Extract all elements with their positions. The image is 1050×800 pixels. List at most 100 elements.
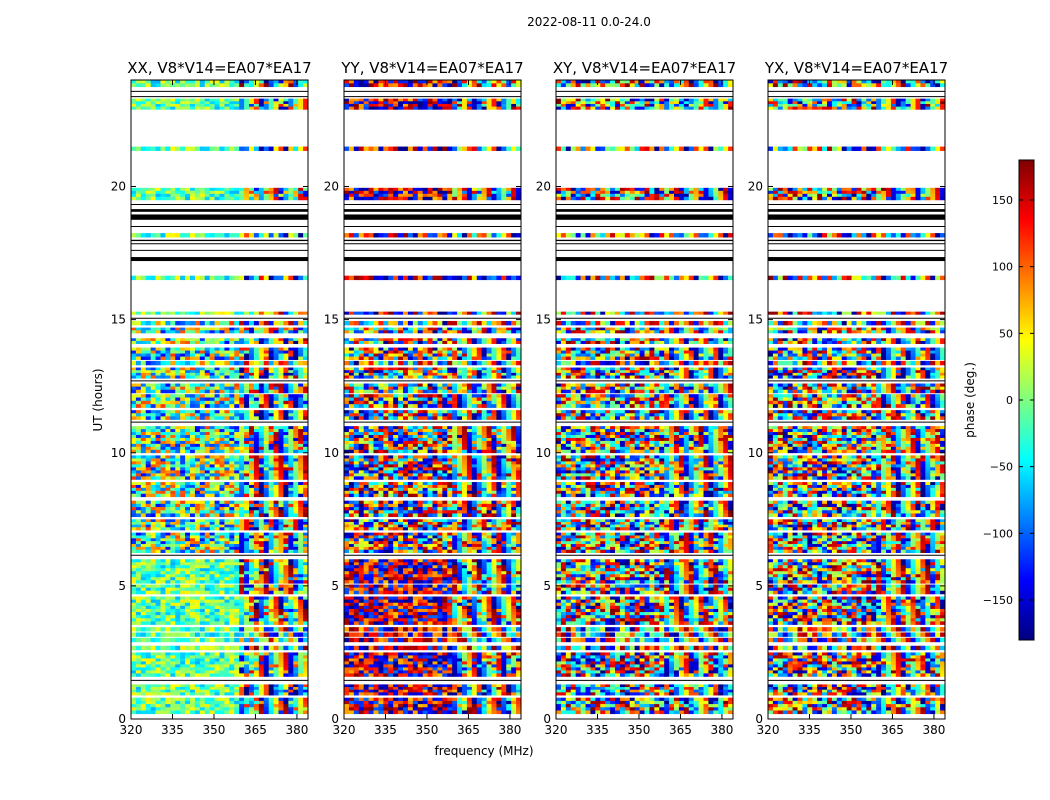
phase-cell: [249, 568, 255, 572]
phase-cell: [214, 632, 220, 637]
phase-cell: [199, 664, 206, 668]
phase-cell: [471, 652, 478, 656]
phase-cell: [160, 605, 166, 610]
phase-cell: [204, 577, 211, 581]
phase-cell: [506, 664, 512, 668]
phase-cell: [135, 568, 142, 572]
phase-cell: [185, 320, 191, 326]
phase-cell: [506, 687, 512, 691]
phase-cell: [293, 689, 299, 693]
phase-cell: [373, 687, 379, 691]
phase-cell: [273, 410, 279, 414]
phase-cell: [283, 193, 289, 198]
phase-cell: [160, 467, 166, 471]
phase-cell: [219, 521, 225, 526]
phase-cell: [190, 510, 196, 514]
phase-cell: [273, 710, 279, 715]
phase-cell: [180, 615, 186, 619]
phase-cell: [263, 562, 270, 566]
phase-cell: [135, 440, 142, 445]
phase-cell: [160, 658, 166, 662]
phase-cell: [190, 704, 196, 708]
phase-cell: [204, 353, 211, 357]
phase-cell: [481, 637, 487, 643]
phase-cell: [298, 535, 304, 539]
phase-cell: [224, 710, 230, 715]
phase-cell: [298, 599, 304, 604]
phase-cell: [298, 562, 304, 566]
phase-cell: [303, 400, 308, 405]
phase-cell: [170, 664, 176, 668]
phase-cell: [303, 106, 308, 110]
phase-cell: [209, 98, 215, 102]
phase-cell: [214, 541, 220, 545]
phase-cell: [131, 524, 137, 528]
phase-cell: [229, 710, 235, 715]
phase-cell: [199, 544, 206, 548]
phase-cell: [204, 670, 211, 674]
phase-cell: [229, 596, 235, 601]
phase-cell: [170, 658, 176, 662]
phase-cell: [303, 375, 308, 379]
phase-cell: [199, 632, 206, 637]
phase-cell: [170, 146, 176, 151]
phase-cell: [253, 493, 260, 498]
phase-cell: [199, 372, 206, 376]
phase-cell: [288, 356, 294, 360]
phase-cell: [393, 710, 399, 715]
phase-cell: [249, 621, 255, 625]
phase-cell: [298, 187, 304, 192]
phase-cell: [190, 655, 196, 659]
phase-cell: [229, 559, 235, 563]
phase-cell: [288, 106, 294, 110]
phase-cell: [432, 673, 438, 677]
phase-cell: [140, 367, 147, 371]
phase-cell: [303, 416, 308, 420]
phase-cell: [234, 98, 240, 102]
phase-cell: [219, 394, 225, 398]
phase-cell: [249, 700, 255, 705]
phase-cell: [298, 652, 304, 656]
phase-cell: [209, 353, 215, 357]
phase-cell: [298, 487, 304, 492]
phase-cell: [229, 571, 235, 575]
phase-cell: [283, 487, 289, 492]
phase-cell: [249, 565, 255, 569]
phase-cell: [150, 429, 156, 433]
phase-cell: [273, 429, 279, 433]
phase-cell: [135, 524, 142, 528]
phase-cell: [185, 704, 191, 708]
phase-cell: [175, 608, 181, 613]
panel-title: XX, V8*V14=EA07*EA17: [127, 59, 311, 77]
phase-cell: [283, 599, 289, 604]
phase-cell: [190, 347, 196, 351]
phase-cell: [383, 655, 389, 659]
phase-cell: [131, 386, 137, 391]
phase-cell: [190, 446, 196, 451]
phase-cell: [511, 667, 517, 671]
phase-cell: [165, 330, 171, 334]
phase-cell: [437, 673, 443, 677]
phase-cell: [150, 596, 156, 601]
phase-cell: [278, 500, 284, 505]
phase-cell: [150, 519, 156, 523]
phase-cell: [516, 710, 521, 715]
phase-cell: [185, 549, 191, 553]
phase-cell: [170, 605, 176, 610]
phase-cell: [258, 470, 265, 474]
phase-cell: [155, 574, 161, 578]
phase-cell: [190, 83, 196, 88]
phase-cell: [263, 599, 270, 604]
phase-cell: [471, 687, 478, 691]
phase-cell: [135, 667, 142, 671]
phase-cell: [224, 608, 230, 613]
phase-cell: [199, 532, 206, 536]
phase-cell: [273, 367, 279, 371]
phase-cell: [283, 673, 289, 677]
phase-cell: [249, 482, 255, 486]
phase-cell: [263, 338, 270, 342]
phase-cell: [476, 658, 483, 662]
phase-cell: [190, 503, 196, 508]
phase-cell: [293, 637, 299, 643]
phase-cell: [199, 493, 206, 498]
